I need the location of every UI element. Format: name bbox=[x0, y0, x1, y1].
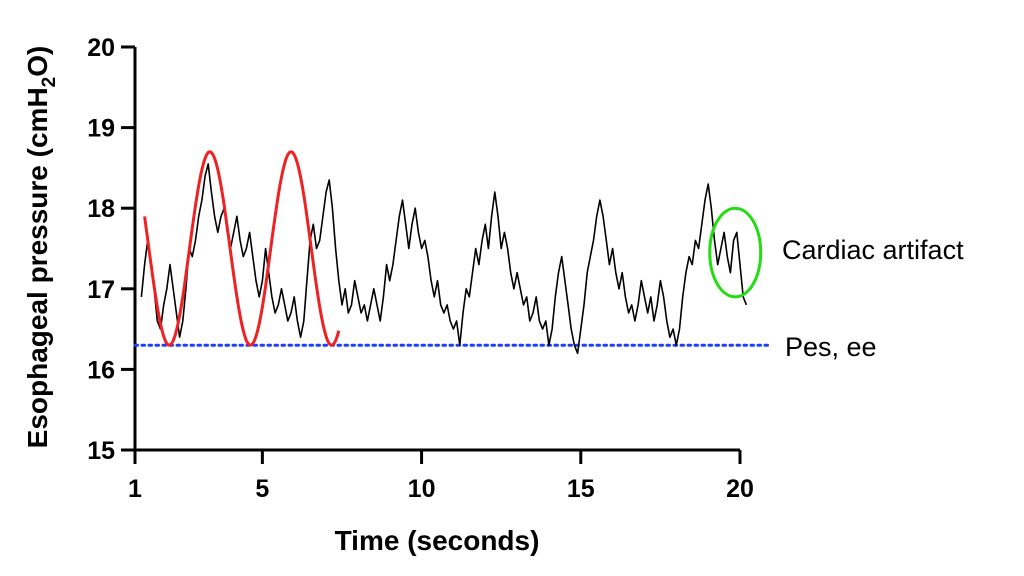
cardiac-artifact-label: Cardiac artifact bbox=[782, 235, 964, 265]
x-tick-label: 5 bbox=[255, 475, 269, 503]
y-tick-label: 16 bbox=[87, 356, 115, 384]
x-axis-title: Time (seconds) bbox=[335, 525, 540, 556]
x-tick-label: 1 bbox=[128, 475, 142, 503]
cardiac-artifact-ellipse bbox=[708, 206, 763, 299]
respiratory-cycle-highlight bbox=[143, 150, 341, 347]
y-axis-ticks: 15 16 17 18 19 20 bbox=[87, 34, 135, 465]
pes-ee-label: Pes, ee bbox=[785, 332, 877, 362]
x-tick-label: 20 bbox=[726, 475, 754, 503]
x-tick-label: 15 bbox=[567, 475, 595, 503]
x-axis-ticks: 1 5 10 15 20 bbox=[128, 450, 754, 503]
y-tick-label: 20 bbox=[87, 34, 115, 62]
y-tick-label: 19 bbox=[87, 115, 115, 143]
y-tick-label: 17 bbox=[87, 276, 115, 304]
y-tick-label: 15 bbox=[87, 437, 115, 465]
x-tick-label: 10 bbox=[408, 475, 436, 503]
y-axis-title: Esophageal pressure (cmH2O) bbox=[22, 46, 60, 449]
y-tick-label: 18 bbox=[87, 195, 115, 223]
pressure-trace-line bbox=[140, 163, 748, 355]
